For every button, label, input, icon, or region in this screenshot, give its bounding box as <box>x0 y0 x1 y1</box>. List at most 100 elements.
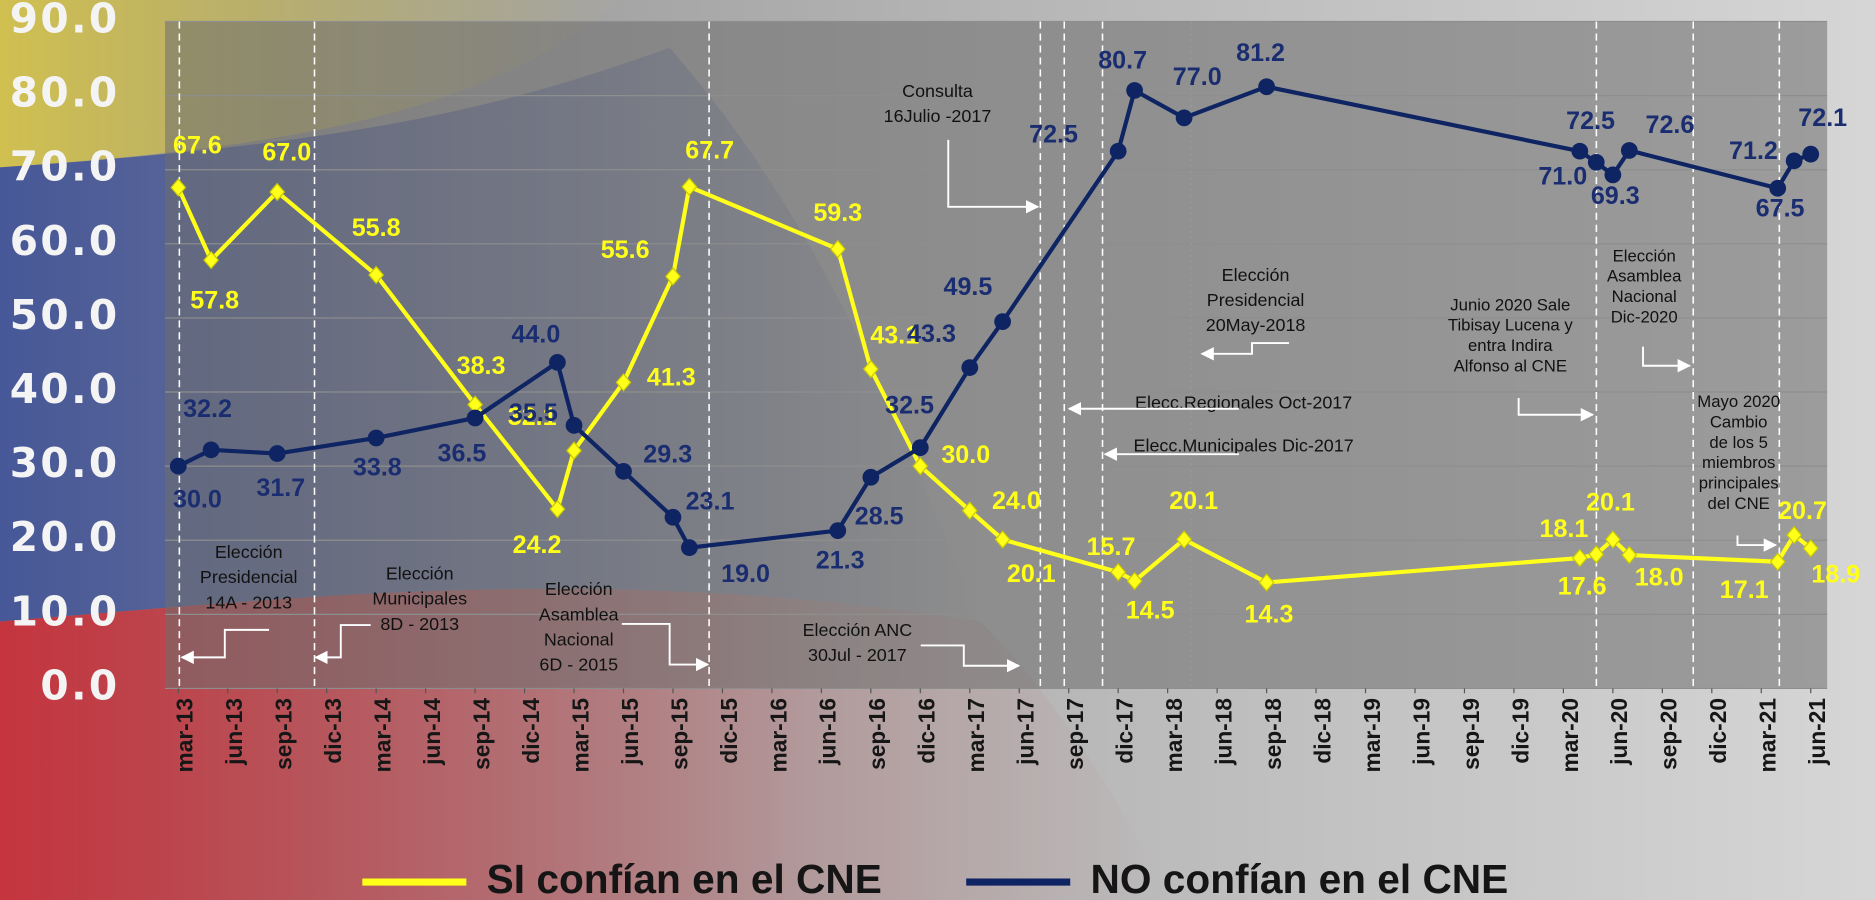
point <box>1109 142 1127 160</box>
point <box>1571 548 1588 568</box>
x-tick-label: mar-14 <box>370 698 396 773</box>
value-label: 55.8 <box>352 214 401 242</box>
value-label: 41.3 <box>647 363 696 391</box>
annotation: Asamblea <box>539 604 619 624</box>
y-tick-label: 30.0 <box>10 439 120 487</box>
x-tick-label: dic-14 <box>518 698 544 764</box>
annotation: Presidencial <box>200 567 298 587</box>
value-label: 44.0 <box>511 321 560 349</box>
point <box>368 265 385 285</box>
annotation: Elección <box>545 579 613 599</box>
y-tick-label: 20.0 <box>10 513 120 561</box>
annotation: Elecc.Municipales Dic-2017 <box>1134 436 1354 456</box>
point <box>549 499 566 519</box>
annotation-arrow <box>1200 342 1290 361</box>
point <box>681 177 698 197</box>
point <box>1126 82 1143 99</box>
annotation: principales <box>1699 473 1779 492</box>
grid <box>165 20 1828 690</box>
value-label: 20.1 <box>1007 560 1056 588</box>
x-tick-label: dic-16 <box>914 698 940 764</box>
x-tick-label: mar-13 <box>172 698 198 772</box>
value-label: 59.3 <box>813 199 862 227</box>
x-tick-label: sep-16 <box>864 698 890 770</box>
legend-label: SI confían en el CNE <box>487 856 882 900</box>
value-label: 72.5 <box>1029 120 1078 148</box>
annotation: Elección <box>215 542 283 562</box>
value-label: 81.2 <box>1236 39 1285 67</box>
annotation: Presidencial <box>1207 290 1305 310</box>
x-tick-label: mar-17 <box>963 698 989 772</box>
annotation-arrow <box>1736 535 1778 552</box>
x-tick-label: sep-15 <box>666 698 692 770</box>
x-tick-label: dic-13 <box>320 698 346 764</box>
x-tick-label: jun-16 <box>815 698 841 766</box>
point <box>911 439 929 456</box>
annotation: entra Indira <box>1468 336 1553 355</box>
value-label: 30.0 <box>941 441 990 469</box>
value-label: 17.6 <box>1558 573 1607 601</box>
value-label: 49.5 <box>944 273 993 301</box>
value-label: 67.7 <box>685 137 734 165</box>
annotation-arrow <box>1517 398 1595 422</box>
x-tick-label: jun-18 <box>1210 698 1236 766</box>
x-tick-label: sep-13 <box>271 698 297 770</box>
point <box>615 373 632 392</box>
value-label: 14.5 <box>1126 597 1175 625</box>
y-tick-label: 10.0 <box>10 587 120 635</box>
value-label: 67.5 <box>1756 194 1805 222</box>
annotation: Elección <box>1222 265 1290 285</box>
point <box>862 359 879 379</box>
y-tick-label: 40.0 <box>10 365 120 413</box>
value-label: 43.3 <box>907 320 956 348</box>
point <box>961 359 979 376</box>
annotation: Dic-2020 <box>1611 307 1678 326</box>
point <box>268 445 286 462</box>
x-tick-label: dic-15 <box>716 698 742 764</box>
annotation: Elecc.Regionales Oct-2017 <box>1135 393 1352 413</box>
x-tick-label: mar-15 <box>567 698 593 772</box>
value-label: 72.6 <box>1646 111 1695 139</box>
annotation: 30Jul - 2017 <box>808 645 907 665</box>
value-label: 32.1 <box>508 403 557 431</box>
point <box>961 501 978 520</box>
point <box>994 313 1011 330</box>
point <box>565 417 583 434</box>
value-label: 32.2 <box>183 395 232 423</box>
annotation: 6D - 2015 <box>539 654 618 674</box>
annotation: Elección <box>386 564 454 584</box>
y-tick-label: 70.0 <box>10 143 120 191</box>
point <box>367 429 385 447</box>
annotation: Junio 2020 Sale <box>1450 295 1570 314</box>
annotation-arrow <box>947 139 1040 214</box>
annotation: Consulta <box>902 81 973 101</box>
axes: 0.0 10.0 20.0 30.0 40.0 50.0 60.0 70.0 80.0 90.0 m… <box>10 0 1830 772</box>
x-tick-label: jun-19 <box>1408 698 1434 766</box>
y-tick-label: 90.0 <box>10 0 120 43</box>
annotation: Tibisay Lucena y <box>1448 316 1574 335</box>
x-tick-label: jun-21 <box>1804 698 1830 766</box>
value-label: 15.7 <box>1087 533 1136 561</box>
value-label: 24.2 <box>513 531 562 559</box>
point <box>862 468 880 486</box>
point <box>1621 545 1638 565</box>
annotation: 20May-2018 <box>1206 315 1306 335</box>
point <box>1587 153 1605 171</box>
x-tick-label: sep-20 <box>1656 698 1682 770</box>
value-label: 77.0 <box>1173 63 1222 91</box>
y-tick-label: 60.0 <box>10 217 120 265</box>
value-label: 31.7 <box>256 474 305 502</box>
value-label: 24.0 <box>992 487 1041 515</box>
point <box>664 508 682 526</box>
annotation: miembros <box>1702 453 1775 472</box>
x-tick-label: mar-18 <box>1161 698 1187 772</box>
value-label: 17.1 <box>1720 576 1769 604</box>
point <box>994 530 1011 549</box>
annotation: de los 5 <box>1709 433 1768 452</box>
point <box>170 178 187 197</box>
value-label: 57.8 <box>190 287 239 315</box>
value-label: 28.5 <box>855 503 904 531</box>
value-label: 38.3 <box>457 352 506 380</box>
value-label: 32.5 <box>885 392 934 420</box>
